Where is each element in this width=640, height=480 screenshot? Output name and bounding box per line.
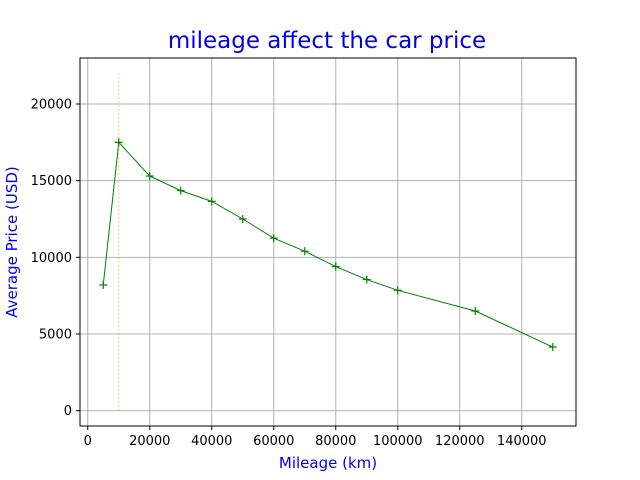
x-tick-label: 60000 <box>253 434 294 449</box>
plot-frame <box>79 57 577 427</box>
x-tick-label: 120000 <box>435 434 485 449</box>
y-tick-label: 10000 <box>31 251 72 266</box>
series-layer <box>99 138 557 352</box>
data-point <box>269 234 278 243</box>
data-point <box>393 286 402 295</box>
x-tick-label: 40000 <box>191 434 232 449</box>
chart-title: mileage affect the car price <box>168 28 486 54</box>
data-point <box>331 262 340 271</box>
x-axis-label: Mileage (km) <box>279 454 377 472</box>
y-axis-label: Average Price (USD) <box>3 166 21 317</box>
data-point <box>300 247 309 256</box>
ticks: 0 20000 40000 60000 80000 100000 120000 140000 0… <box>31 98 547 450</box>
y-tick-label: 0 <box>64 404 72 419</box>
data-point <box>176 186 185 195</box>
series-line <box>102 141 553 348</box>
data-point <box>145 172 154 181</box>
x-tick-label: 0 <box>84 434 92 449</box>
data-point <box>207 197 216 206</box>
y-tick-label: 20000 <box>31 98 72 113</box>
grid <box>80 58 576 426</box>
x-tick-label: 20000 <box>129 434 170 449</box>
x-tick-label: 80000 <box>315 434 356 449</box>
data-point <box>114 138 123 147</box>
data-point <box>362 275 371 284</box>
x-tick-label: 100000 <box>373 434 423 449</box>
y-tick-label: 5000 <box>39 328 72 343</box>
data-point <box>99 280 108 289</box>
data-point <box>471 307 480 315</box>
y-tick-label: 15000 <box>31 174 72 189</box>
data-point <box>238 215 247 223</box>
x-tick-label: 140000 <box>497 434 547 449</box>
data-point <box>548 343 557 352</box>
